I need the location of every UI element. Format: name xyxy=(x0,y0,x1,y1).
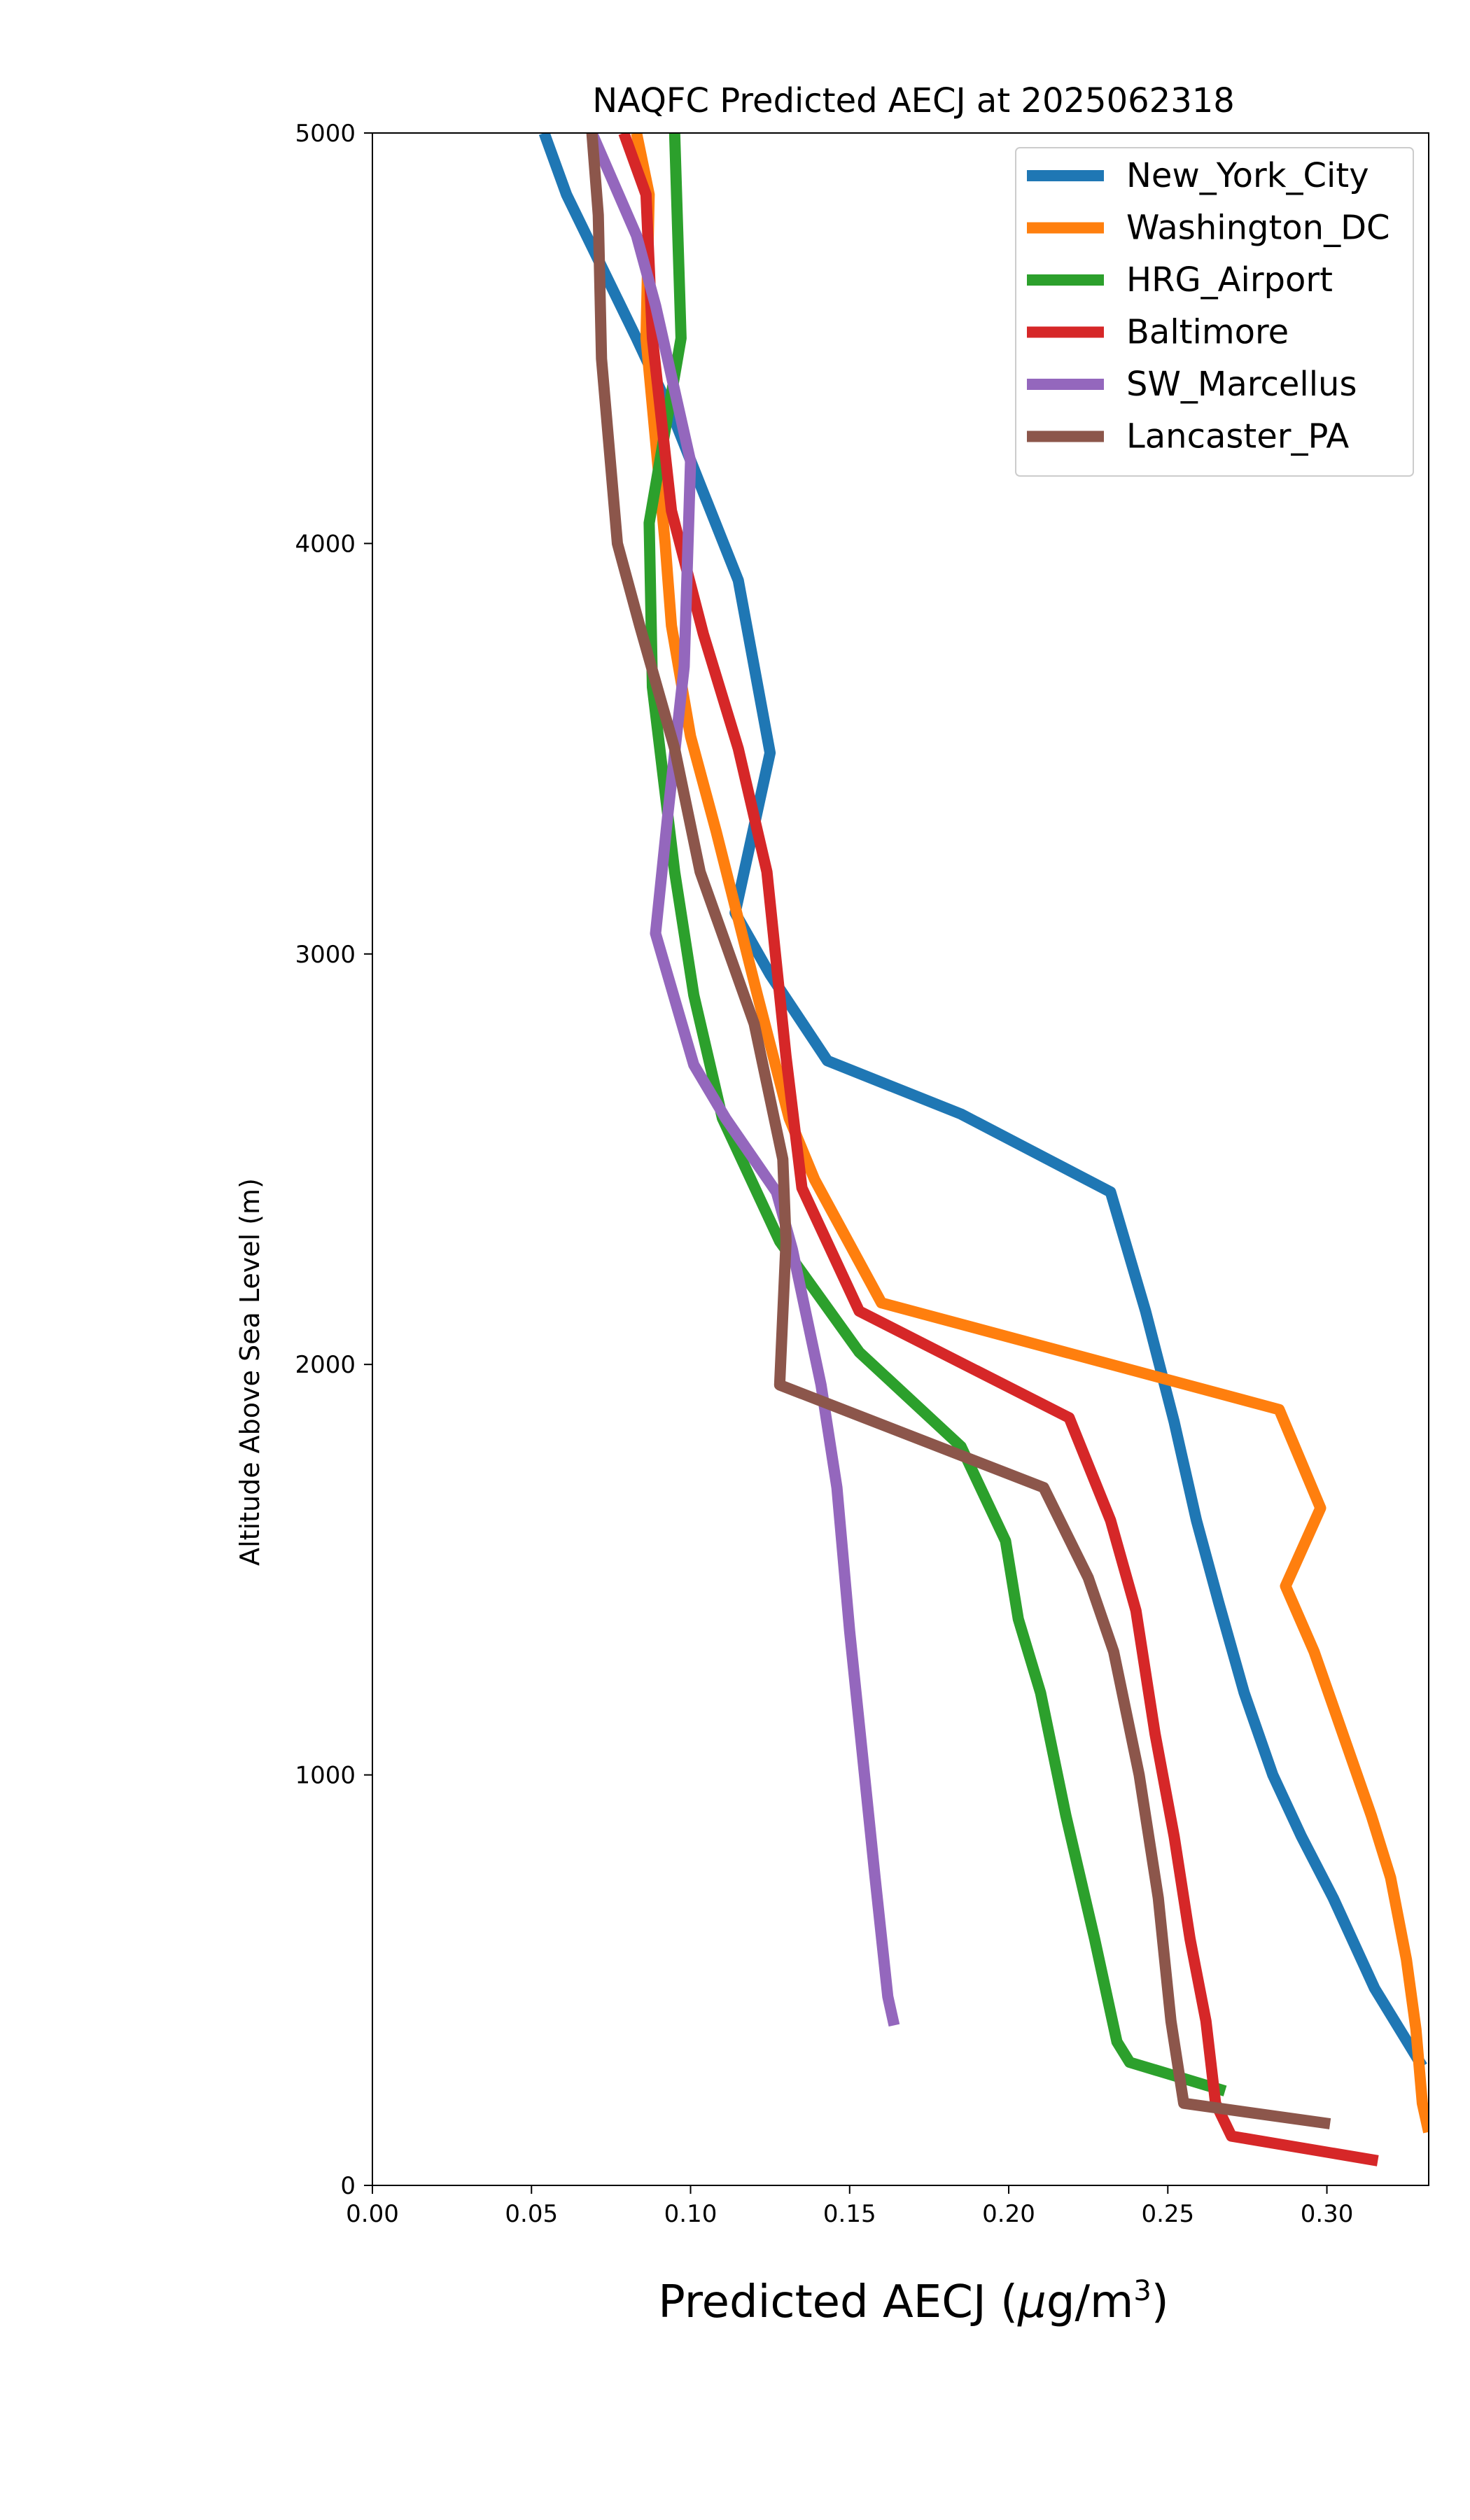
legend: New_York_City Washington_DC HRG_Airport Bal… xyxy=(1015,147,1414,477)
legend-label: Lancaster_PA xyxy=(1126,417,1349,456)
legend-box xyxy=(1015,147,1414,477)
legend-label: New_York_City xyxy=(1126,156,1369,195)
y-tick-label: 2000 xyxy=(295,1351,356,1379)
y-tick-label: 5000 xyxy=(295,120,356,148)
chart-title: NAQFC Predicted AECJ at 2025062318 xyxy=(592,81,1235,120)
y-tick-label: 1000 xyxy=(295,1762,356,1790)
x-tick-label: 0.05 xyxy=(505,2200,558,2228)
x-axis-label-mu: μ xyxy=(1017,2276,1046,2328)
y-tick-label: 3000 xyxy=(295,941,356,969)
series-line-baltimore xyxy=(618,133,1379,2166)
x-axis-label-suffix: ) xyxy=(1152,2276,1169,2328)
x-tick-label: 0.10 xyxy=(664,2200,718,2228)
x-tick-label: 0.15 xyxy=(823,2200,876,2228)
x-axis-label-prefix: Predicted AECJ ( xyxy=(658,2276,1018,2328)
series-line-washington-dc xyxy=(631,133,1429,2134)
y-tick-label: 0 xyxy=(340,2172,356,2200)
series-line-sw-marcellus xyxy=(587,133,900,2027)
legend-label: SW_Marcellus xyxy=(1126,365,1357,404)
y-tick-label: 4000 xyxy=(295,530,356,558)
legend-label: Washington_DC xyxy=(1126,209,1390,248)
x-tick-label: 0.30 xyxy=(1301,2200,1354,2228)
series-line-new-york-city xyxy=(538,133,1427,2070)
series-line-lancaster-pa xyxy=(586,133,1331,2129)
legend-label: Baltimore xyxy=(1126,313,1289,352)
x-tick-label: 0.00 xyxy=(346,2200,399,2228)
x-axis-label: Predicted AECJ (μg/m3) xyxy=(658,2275,1169,2328)
x-tick-label: 0.20 xyxy=(982,2200,1035,2228)
axes: 0.00 0.05 0.10 0.15 0.20 0.25 0.30 0 1000 2000 300… xyxy=(295,120,1429,2228)
x-tick-label: 0.25 xyxy=(1141,2200,1194,2228)
y-axis-label: Altitude Above Sea Level (m) xyxy=(234,1178,265,1566)
x-axis-label-exponent: 3 xyxy=(1133,2275,1151,2307)
plot-marks xyxy=(538,133,1429,2166)
plot-frame xyxy=(372,132,1429,2186)
legend-label: HRG_Airport xyxy=(1126,260,1333,300)
x-axis-label-unit: g/m xyxy=(1046,2276,1134,2328)
